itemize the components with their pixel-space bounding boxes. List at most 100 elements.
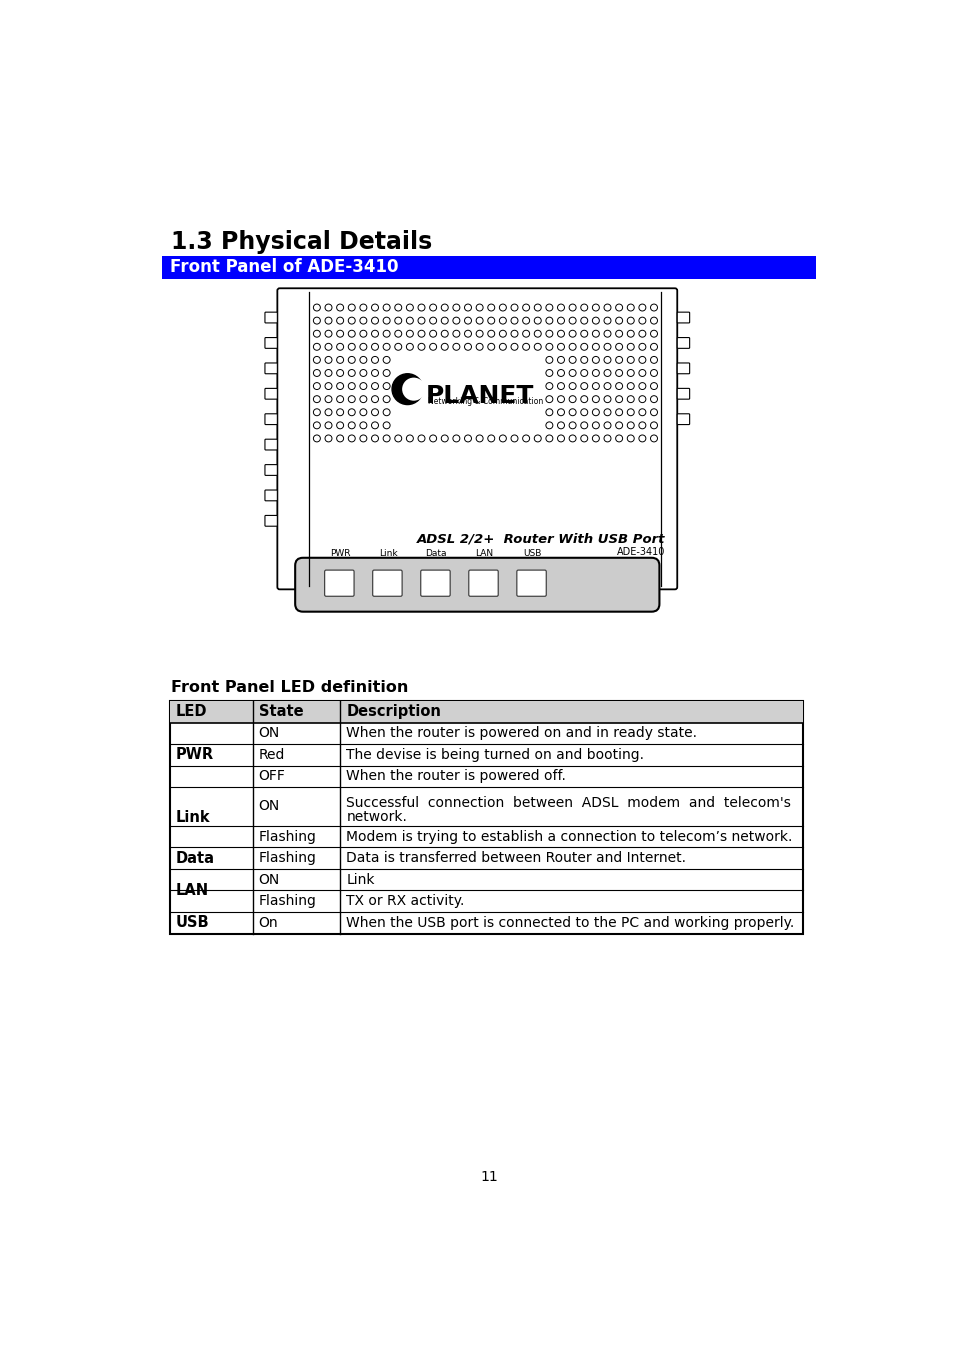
FancyBboxPatch shape (324, 570, 354, 597)
Circle shape (569, 396, 576, 402)
Circle shape (348, 317, 355, 324)
Circle shape (569, 304, 576, 310)
Text: 1.3 Physical Details: 1.3 Physical Details (171, 230, 432, 254)
Circle shape (476, 317, 482, 324)
Circle shape (580, 356, 587, 363)
Circle shape (348, 356, 355, 363)
Circle shape (592, 421, 598, 429)
Circle shape (650, 396, 657, 402)
Circle shape (498, 435, 506, 441)
Text: ON: ON (258, 726, 280, 740)
Circle shape (627, 317, 634, 324)
Circle shape (371, 317, 378, 324)
Circle shape (603, 317, 610, 324)
Circle shape (498, 317, 506, 324)
Circle shape (545, 304, 553, 310)
Circle shape (639, 317, 645, 324)
Circle shape (325, 421, 332, 429)
Circle shape (359, 421, 367, 429)
Circle shape (557, 382, 564, 390)
Circle shape (569, 317, 576, 324)
Circle shape (511, 317, 517, 324)
Circle shape (313, 331, 320, 338)
Circle shape (359, 396, 367, 402)
Circle shape (557, 409, 564, 416)
Circle shape (336, 396, 343, 402)
Circle shape (569, 421, 576, 429)
Text: Data: Data (425, 549, 447, 558)
Circle shape (557, 317, 564, 324)
Circle shape (371, 421, 378, 429)
Circle shape (569, 343, 576, 350)
Circle shape (557, 304, 564, 310)
Circle shape (429, 435, 436, 441)
Circle shape (534, 343, 540, 350)
Circle shape (406, 304, 413, 310)
Circle shape (429, 304, 436, 310)
Circle shape (402, 378, 425, 401)
Text: Successful  connection  between  ADSL  modem  and  telecom's: Successful connection between ADSL modem… (346, 795, 790, 810)
Circle shape (325, 435, 332, 441)
Circle shape (336, 382, 343, 390)
Circle shape (557, 421, 564, 429)
Circle shape (359, 317, 367, 324)
FancyBboxPatch shape (294, 558, 659, 612)
Circle shape (522, 304, 529, 310)
Circle shape (545, 421, 553, 429)
FancyBboxPatch shape (373, 570, 402, 597)
Circle shape (639, 421, 645, 429)
Circle shape (325, 317, 332, 324)
Circle shape (615, 396, 622, 402)
Text: Flashing: Flashing (258, 850, 316, 865)
Circle shape (441, 317, 448, 324)
Text: TX or RX activity.: TX or RX activity. (346, 894, 464, 909)
Text: Front Panel of ADE-3410: Front Panel of ADE-3410 (171, 258, 398, 277)
Circle shape (383, 356, 390, 363)
Text: LED: LED (175, 705, 207, 720)
Circle shape (603, 382, 610, 390)
Circle shape (650, 317, 657, 324)
Bar (162, 256, 815, 279)
Circle shape (359, 370, 367, 377)
Circle shape (453, 331, 459, 338)
Circle shape (534, 317, 540, 324)
Circle shape (592, 409, 598, 416)
Circle shape (627, 331, 634, 338)
Circle shape (511, 304, 517, 310)
Circle shape (336, 370, 343, 377)
Circle shape (313, 356, 320, 363)
Circle shape (453, 435, 459, 441)
FancyBboxPatch shape (265, 414, 277, 424)
Circle shape (639, 331, 645, 338)
Circle shape (383, 396, 390, 402)
Circle shape (336, 331, 343, 338)
Circle shape (476, 435, 482, 441)
Circle shape (592, 331, 598, 338)
Circle shape (592, 356, 598, 363)
Circle shape (639, 409, 645, 416)
Circle shape (534, 331, 540, 338)
Circle shape (650, 409, 657, 416)
Circle shape (534, 304, 540, 310)
Text: Data is transferred between Router and Internet.: Data is transferred between Router and I… (346, 850, 685, 865)
Circle shape (371, 382, 378, 390)
Circle shape (348, 421, 355, 429)
Circle shape (325, 396, 332, 402)
Circle shape (511, 435, 517, 441)
Circle shape (325, 343, 332, 350)
Circle shape (498, 304, 506, 310)
Circle shape (336, 421, 343, 429)
FancyBboxPatch shape (420, 570, 450, 597)
Text: Networking & Communication: Networking & Communication (427, 397, 542, 406)
Circle shape (336, 435, 343, 441)
Bar (170, 701, 802, 934)
Circle shape (627, 396, 634, 402)
Circle shape (615, 370, 622, 377)
Circle shape (615, 317, 622, 324)
Circle shape (615, 343, 622, 350)
Circle shape (569, 435, 576, 441)
Text: Flashing: Flashing (258, 829, 316, 844)
Circle shape (592, 382, 598, 390)
Circle shape (395, 435, 401, 441)
FancyBboxPatch shape (517, 570, 546, 597)
